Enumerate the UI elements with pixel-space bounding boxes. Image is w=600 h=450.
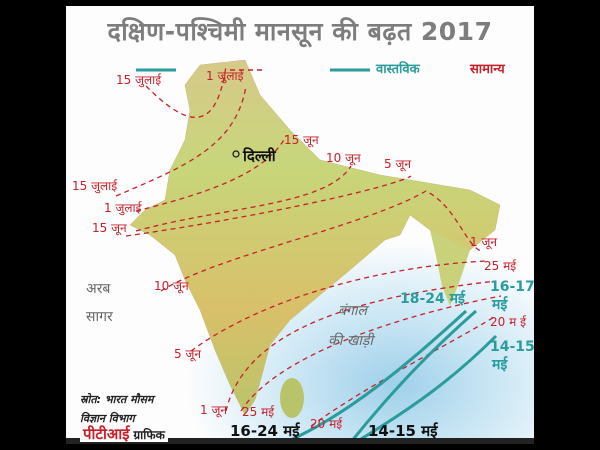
normal-date-label: 1 जुलाई [104,201,142,215]
normal-date-label: 15 जुलाई [72,179,118,193]
credit-brand: पीटीआई [83,425,130,443]
actual-date-label: मई [492,357,508,373]
normal-date-label: 10 जून [154,279,189,293]
credit: पीटीआई ग्राफिक [80,427,168,442]
actual-date-label: 16-24 मई [230,422,300,440]
actual-date-label: 14-15 मई [368,422,438,440]
northeast-landmass [430,230,470,306]
normal-date-label: 15 जून [284,133,319,147]
normal-onset-lines [115,65,502,427]
normal-date-label: 1 जून [470,235,498,249]
delhi-marker [232,150,240,158]
legend-actual-label: वास्तविक [376,62,420,77]
source-line-2: विज्ञान विभाग [80,412,135,425]
legend-normal-label: सामान्य [470,62,505,77]
map-graphic [115,59,534,444]
actual-date-label: 18-24 मई [400,291,465,307]
normal-date-label: 20 मई [310,417,343,431]
source-line-1: स्रोत: भारत मौसम [80,393,154,406]
sea-label: सागर [86,309,113,325]
normal-date-label: 20 म ई [490,315,526,329]
actual-onset-lines [136,68,498,444]
credit-suffix: ग्राफिक [133,428,165,442]
actual-date-label: मई [492,297,508,313]
sri-lanka [280,378,304,418]
map-panel: दक्षिण-पश्चिमी मानसून की बढ़त 2017 वास्त… [66,6,534,444]
normal-date-label: 15 जून [92,221,127,235]
normal-date-label: 25 मई [484,259,517,273]
page-title: दक्षिण-पश्चिमी मानसून की बढ़त 2017 [107,17,493,46]
city-label-delhi: दिल्ली [243,147,276,165]
sea-label: बंगाल [338,303,367,319]
bottom-rule [66,438,534,444]
actual-date-label: 16-17 [490,279,534,295]
normal-date-label: 25 मई [242,405,275,419]
sea-label: अरब [86,281,111,297]
india-landmass [129,59,501,416]
actual-date-label: 14-15 [490,339,534,355]
normal-date-label: 5 जून [384,157,412,171]
normal-date-label: 10 जून [326,151,361,165]
normal-date-label: 15 जुलाई [116,73,162,87]
normal-date-label: 1 जुलाई [206,69,244,83]
normal-date-label: 5 जून [174,347,202,361]
normal-date-label: 1 जून [200,403,228,417]
sea-label: की खाड़ी [328,333,374,349]
